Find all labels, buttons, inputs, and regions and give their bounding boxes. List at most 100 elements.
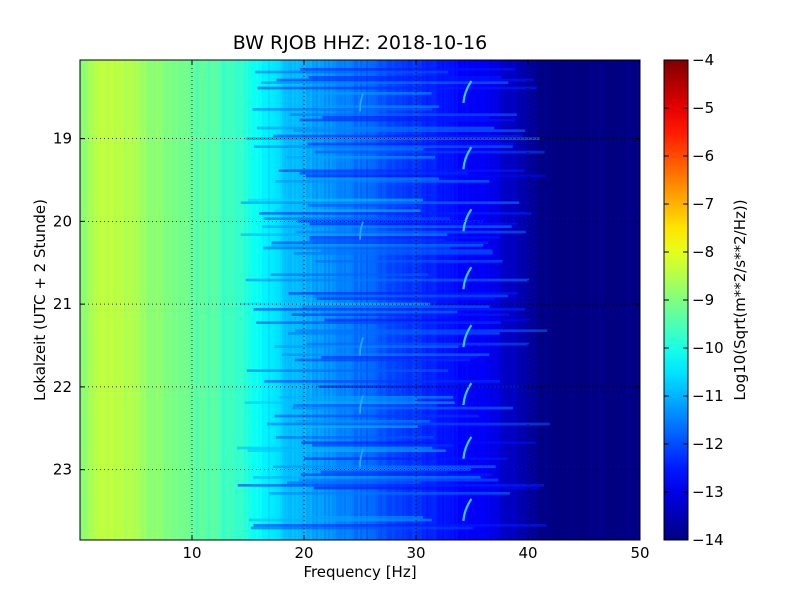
heatmap-column xyxy=(288,60,291,540)
heatmap-row-band xyxy=(253,308,526,311)
heatmap-column xyxy=(176,60,179,540)
heatmap-column xyxy=(90,60,93,540)
heatmap-column xyxy=(194,60,197,540)
heatmap-column xyxy=(116,60,119,540)
heatmap-row-band xyxy=(292,406,513,410)
heatmap-row-band xyxy=(308,76,502,79)
heatmap-column xyxy=(548,60,551,540)
heatmap-row-band xyxy=(324,318,530,322)
heatmap-column xyxy=(558,60,561,540)
heatmap-column xyxy=(630,60,633,540)
heatmap-column xyxy=(506,60,509,540)
heatmap-column xyxy=(234,60,237,540)
plot-area: 10 20 30 40 50 19 20 21 22 23 xyxy=(53,59,650,562)
grid-lines xyxy=(80,60,640,540)
heatmap-row-band xyxy=(294,358,471,362)
heatmap-row-band xyxy=(252,108,432,111)
heatmap-column xyxy=(538,60,541,540)
heatmap-column xyxy=(184,60,187,540)
heatmap-column xyxy=(560,60,563,540)
heatmap-column xyxy=(520,60,523,540)
heatmap-row-band xyxy=(293,252,493,255)
heatmap-row-band xyxy=(307,142,514,146)
heatmap-row-band xyxy=(240,302,430,306)
heatmap-column xyxy=(112,60,115,540)
heatmap-row-band xyxy=(308,204,418,207)
heatmap-column xyxy=(300,60,303,540)
colorbar-label: Log10(Sqrt(m**2/s**2/Hz)) xyxy=(731,199,749,400)
heatmap-column xyxy=(602,60,605,540)
x-tick-label: 10 xyxy=(182,544,201,562)
heatmap-column xyxy=(188,60,191,540)
heatmap-column xyxy=(214,60,217,540)
heatmap-column xyxy=(80,60,83,540)
heatmap-row-band xyxy=(313,486,540,490)
heatmap-row-band xyxy=(310,516,424,519)
heatmap-row-band xyxy=(274,414,479,418)
heatmap-column xyxy=(258,60,261,540)
heatmap-column xyxy=(248,60,251,540)
heatmap-column xyxy=(524,60,527,540)
heatmap-row-band xyxy=(288,292,518,295)
heatmap-column xyxy=(572,60,575,540)
heatmap-column xyxy=(312,60,315,540)
heatmap-column xyxy=(494,60,497,540)
heatmap-column xyxy=(140,60,143,540)
heatmap-column xyxy=(512,60,515,540)
spectral-line-arc xyxy=(462,498,473,521)
heatmap-column xyxy=(230,60,233,540)
heatmap-row-band xyxy=(293,129,526,132)
heatmap-column xyxy=(206,60,209,540)
y-tick-label: 21 xyxy=(53,295,72,313)
heatmap-column xyxy=(580,60,583,540)
spectral-line-features xyxy=(359,80,473,521)
heatmap-column xyxy=(570,60,573,540)
heatmap-row-band xyxy=(269,492,510,495)
heatmap-row-band xyxy=(261,81,509,84)
heatmap-column xyxy=(600,60,603,540)
heatmap-row-band xyxy=(253,145,513,148)
heatmap-column xyxy=(240,60,243,540)
colorbar-tick-label: −12 xyxy=(692,435,724,453)
heatmap-column xyxy=(182,60,185,540)
heatmap-column xyxy=(576,60,579,540)
heatmap-column xyxy=(566,60,569,540)
heatmap-row-band xyxy=(293,404,438,407)
heatmap-row-band xyxy=(256,126,495,130)
heatmap-row-band xyxy=(299,172,469,175)
heatmap-column xyxy=(162,60,165,540)
heatmap-column xyxy=(298,60,301,540)
heatmap-column xyxy=(204,60,207,540)
y-axis-label: Lokalzeit (UTC + 2 Stunde) xyxy=(31,199,49,401)
heatmap-column xyxy=(270,60,273,540)
colorbar-tick-label: −9 xyxy=(692,291,714,309)
heatmap-column xyxy=(120,60,123,540)
heatmap-column xyxy=(564,60,567,540)
heatmap-row-band xyxy=(246,369,449,372)
heatmap-column xyxy=(212,60,215,540)
heatmap-column xyxy=(590,60,593,540)
heatmap-column xyxy=(306,60,309,540)
heatmap-row-band xyxy=(315,260,503,263)
heatmap-column xyxy=(110,60,113,540)
heatmap-row-band xyxy=(248,198,424,202)
heatmap-column xyxy=(638,60,641,540)
heatmap-column xyxy=(154,60,157,540)
spectral-line-arc xyxy=(359,448,364,468)
heatmap-row-band xyxy=(321,356,479,359)
heatmap-column xyxy=(502,60,505,540)
heatmap-row-band xyxy=(297,220,483,223)
heatmap-row-band xyxy=(314,294,508,298)
heatmap-column xyxy=(202,60,205,540)
heatmap-row-band xyxy=(244,401,455,404)
heatmap-row-band xyxy=(304,457,508,460)
heatmap-row-band xyxy=(236,446,433,450)
heatmap-column xyxy=(158,60,161,540)
heatmap-column xyxy=(294,60,297,540)
heatmap-column xyxy=(220,60,223,540)
heatmap-row-band xyxy=(245,278,529,282)
heatmap-row-band xyxy=(299,118,515,122)
heatmap-column xyxy=(522,60,525,540)
heatmap-column xyxy=(160,60,163,540)
plot-frame xyxy=(79,59,641,541)
